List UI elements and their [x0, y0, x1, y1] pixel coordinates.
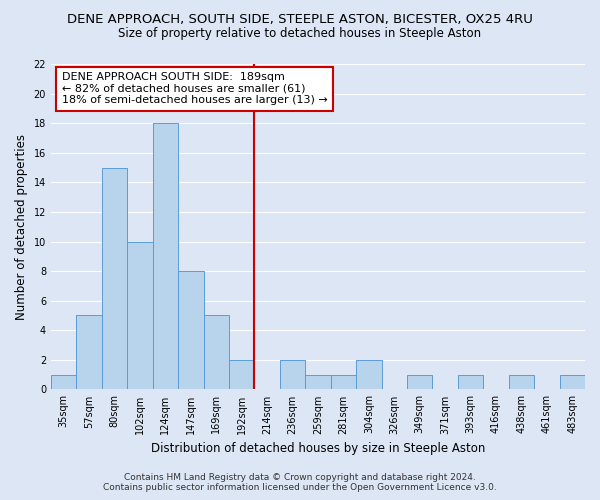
- Text: Contains HM Land Registry data © Crown copyright and database right 2024.
Contai: Contains HM Land Registry data © Crown c…: [103, 473, 497, 492]
- Bar: [102, 168, 127, 390]
- Bar: [560, 374, 585, 390]
- Bar: [76, 316, 102, 390]
- Text: DENE APPROACH, SOUTH SIDE, STEEPLE ASTON, BICESTER, OX25 4RU: DENE APPROACH, SOUTH SIDE, STEEPLE ASTON…: [67, 12, 533, 26]
- Bar: [305, 374, 331, 390]
- Bar: [509, 374, 534, 390]
- Bar: [127, 242, 152, 390]
- X-axis label: Distribution of detached houses by size in Steeple Aston: Distribution of detached houses by size …: [151, 442, 485, 455]
- Bar: [229, 360, 254, 390]
- Bar: [51, 374, 76, 390]
- Bar: [280, 360, 305, 390]
- Bar: [152, 123, 178, 390]
- Bar: [407, 374, 433, 390]
- Bar: [458, 374, 483, 390]
- Bar: [331, 374, 356, 390]
- Text: Size of property relative to detached houses in Steeple Aston: Size of property relative to detached ho…: [118, 28, 482, 40]
- Y-axis label: Number of detached properties: Number of detached properties: [15, 134, 28, 320]
- Bar: [203, 316, 229, 390]
- Text: DENE APPROACH SOUTH SIDE:  189sqm
← 82% of detached houses are smaller (61)
18% : DENE APPROACH SOUTH SIDE: 189sqm ← 82% o…: [62, 72, 328, 106]
- Bar: [356, 360, 382, 390]
- Bar: [178, 271, 203, 390]
